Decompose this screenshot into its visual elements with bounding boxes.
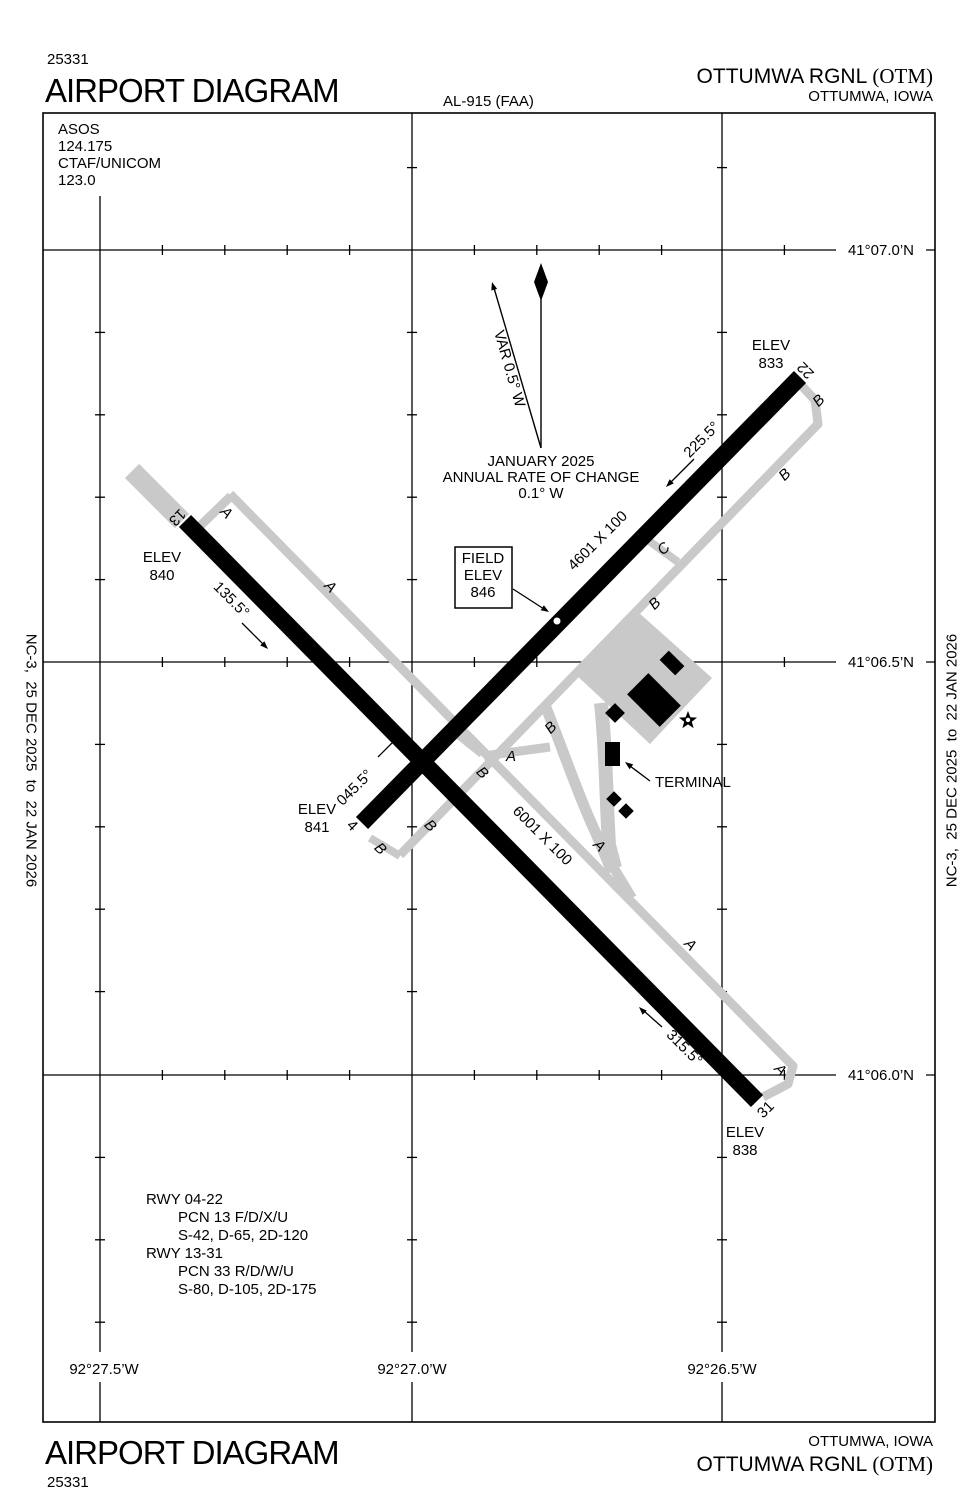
apron-loop-southwest-arm	[539, 702, 618, 875]
taxiway-network	[124, 381, 823, 1101]
airport-name: OTTUMWA RGNL	[696, 65, 867, 88]
comms-ctaf: CTAF/UNICOM	[58, 155, 161, 172]
north-arrow-group	[493, 287, 542, 449]
footer-airport-title: OTTUMWA RGNL (OTM)	[697, 1452, 933, 1477]
svg-text:B: B	[775, 465, 794, 484]
svg-text:B: B	[645, 594, 664, 613]
comms-asos-freq: 124.175	[58, 138, 112, 155]
latitude-41-06-5: 41°06.5’N	[848, 654, 914, 671]
al-number: AL-915 (FAA)	[443, 93, 534, 110]
latitude-41-06-0: 41°06.0’N	[848, 1067, 914, 1084]
svg-text:S-80, D-105, 2D-175: S-80, D-105, 2D-175	[178, 1281, 316, 1298]
footer-city: OTTUMWA, IOWA	[808, 1433, 933, 1450]
footer-airport-code: (OTM)	[872, 1452, 933, 1476]
field-elev-line2: ELEV	[464, 567, 502, 584]
taxiway-a-stub-13	[196, 492, 235, 530]
terminal-building	[605, 742, 620, 766]
variation-rate-value: 0.1° W	[518, 485, 564, 502]
building-small-2	[606, 791, 622, 807]
svg-text:S-42, D-65, 2D-120: S-42, D-65, 2D-120	[178, 1227, 308, 1244]
buildings	[605, 650, 685, 819]
comms-block: ASOS 124.175 CTAF/UNICOM 123.0	[58, 121, 161, 189]
field-elev-box	[454, 546, 513, 609]
annotation-arrows	[241, 458, 695, 1028]
chart-page-code: 25331	[47, 51, 89, 68]
svg-text:ELEV: ELEV	[298, 801, 336, 818]
svg-text:ELEV: ELEV	[752, 337, 790, 354]
true-north-arrowhead	[534, 263, 548, 301]
hangar-northeast	[659, 650, 685, 676]
map-border	[42, 112, 936, 1423]
svg-text:RWY 13-31: RWY 13-31	[146, 1245, 223, 1262]
footer-page-code: 25331	[47, 1474, 89, 1491]
runway-data-block: RWY 04-22 PCN 13 F/D/X/U S-42, D-65, 2D-…	[146, 1191, 316, 1298]
runway-04-22	[355, 371, 807, 829]
comms-ctaf-freq: 123.0	[58, 172, 96, 189]
svg-text:PCN 33 R/D/W/U: PCN 33 R/D/W/U	[178, 1263, 294, 1280]
annotation-arrowheads	[260, 479, 674, 1015]
elev-31: 838	[732, 1142, 757, 1159]
runway-number-04: 4	[343, 817, 361, 835]
page-title: AIRPORT DIAGRAM	[45, 72, 340, 109]
runway-number-31: 31	[754, 1098, 778, 1122]
apron-connector-west	[483, 742, 551, 761]
footer-airport-name: OTTUMWA RGNL	[696, 1453, 867, 1476]
displaced-threshold-13	[124, 463, 190, 529]
footer-title: AIRPORT DIAGRAM	[45, 1434, 340, 1471]
runways	[178, 371, 807, 1107]
var-arrowhead	[491, 282, 498, 291]
heading-045: 045.5°	[333, 766, 376, 809]
beacon-star-center	[685, 717, 691, 723]
apron-taxiway-a-link	[607, 862, 637, 901]
terminal-label: TERMINAL	[655, 774, 731, 791]
apron-loop-northeast-arm	[594, 702, 622, 870]
svg-text:RWY 04-22: RWY 04-22	[146, 1191, 223, 1208]
apron	[573, 612, 712, 744]
variation-rate-label: ANNUAL RATE OF CHANGE	[443, 469, 640, 486]
hangar-large	[627, 673, 681, 727]
magnetic-variation-label: VAR 0.5° W	[490, 328, 528, 410]
elev-04: 841	[304, 819, 329, 836]
svg-text:ELEV: ELEV	[143, 549, 181, 566]
longitude-92-27-5: 92°27.5’W	[69, 1361, 139, 1378]
field-elevation-dot	[553, 617, 561, 625]
airport-code: (OTM)	[872, 64, 933, 88]
comms-asos: ASOS	[58, 121, 100, 138]
latitude-41-07-0: 41°07.0’N	[848, 242, 914, 259]
taxiway-a	[226, 490, 798, 1101]
longitude-92-27-0: 92°27.0’W	[377, 1361, 447, 1378]
longitude-labels: 92°27.5’W 92°27.0’W 92°26.5’W	[62, 1352, 764, 1382]
latitude-labels: 41°07.0’N 41°06.5’N 41°06.0’N	[836, 240, 926, 1084]
variation-note: JANUARY 2025 ANNUAL RATE OF CHANGE 0.1° …	[443, 453, 640, 502]
svg-text:PCN 13 F/D/X/U: PCN 13 F/D/X/U	[178, 1209, 288, 1226]
variation-date: JANUARY 2025	[487, 453, 594, 470]
svg-text:ELEV: ELEV	[726, 1124, 764, 1141]
building-small-3	[618, 803, 634, 819]
airport-title: OTTUMWA RGNL (OTM)	[697, 64, 933, 89]
elev-22: 833	[758, 355, 783, 372]
field-elev-line1: FIELD	[462, 550, 505, 567]
coordinate-grid	[43, 113, 935, 1422]
elevation-labels: ELEV 833 ELEV 840 ELEV 841 ELEV 838	[143, 337, 790, 1159]
svg-text:A: A	[505, 748, 516, 765]
building-small-1	[605, 703, 625, 723]
taxiway-c-connector	[642, 534, 681, 566]
airport-city: OTTUMWA, IOWA	[808, 88, 933, 105]
runway-13-31	[178, 515, 764, 1107]
field-elev-value: 846	[470, 584, 495, 601]
taxiway-b-stub-04	[367, 834, 403, 860]
longitude-92-26-5: 92°26.5’W	[687, 1361, 757, 1378]
grid-tick-marks	[95, 166, 786, 1323]
elev-13: 840	[149, 567, 174, 584]
